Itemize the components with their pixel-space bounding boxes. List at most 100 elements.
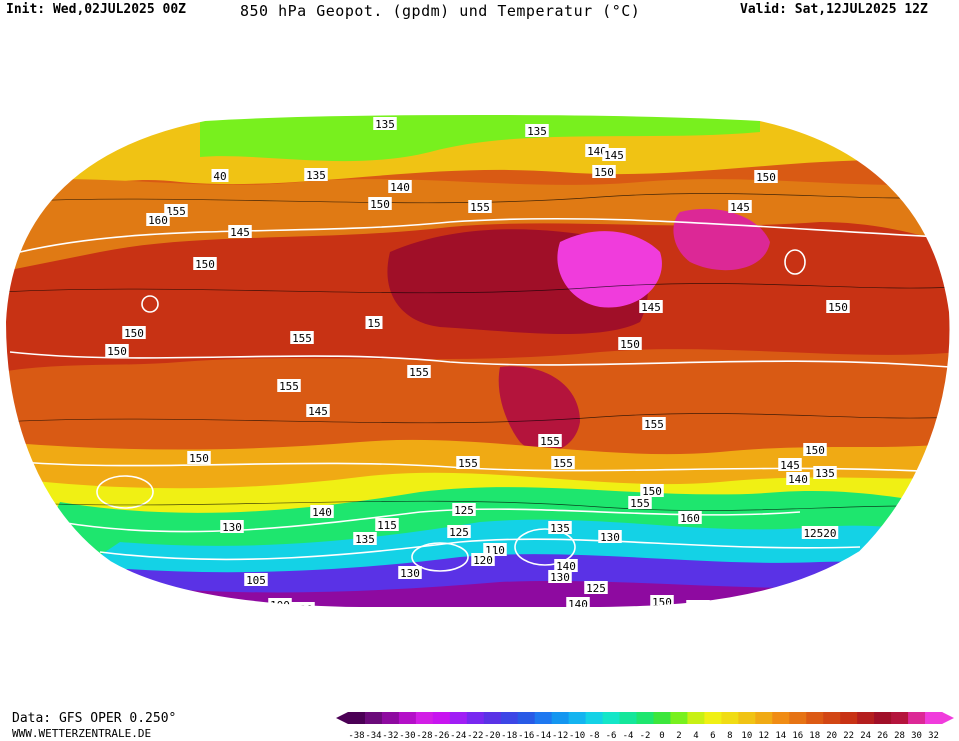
legend-swatch (874, 712, 892, 724)
globe-outline (3, 113, 952, 609)
contour-label-box (598, 530, 622, 543)
legend-tick-label: 8 (727, 731, 732, 741)
legend-tick-label: -8 (589, 731, 600, 741)
legend-tick-label: -14 (535, 731, 551, 741)
legend-swatch (585, 712, 604, 724)
contour-label-box (566, 597, 590, 608)
legend-swatch (381, 712, 400, 724)
website-credit: WWW.WETTERZENTRALE.DE (12, 727, 152, 740)
contour-label-box (193, 257, 217, 270)
contour-label: 155 (644, 418, 664, 431)
contour-label: 140 (556, 560, 576, 573)
legend-swatch (806, 712, 824, 724)
contour-label-box (456, 456, 480, 469)
legend-tick-label: -26 (433, 731, 449, 741)
contour-label: 150 (195, 258, 215, 271)
legend-tick-label: -6 (606, 731, 617, 741)
legend-tick-label: -28 (416, 731, 432, 741)
contour-label-box (754, 170, 778, 183)
contour-label-box (826, 300, 850, 313)
legend-swatch (891, 712, 909, 724)
legend-low-arrow (336, 712, 348, 724)
north-green-zone (200, 114, 760, 162)
contour-label-box (803, 443, 827, 456)
contour-label: 160 (148, 214, 168, 227)
legend-tick-label: -22 (467, 731, 483, 741)
contour-label-box (164, 204, 188, 217)
contour-label: 145 (780, 459, 800, 472)
contour-label-box (642, 417, 666, 430)
contour-label-box (538, 434, 562, 447)
legend-swatch (534, 712, 553, 724)
contour-label: 140 (788, 473, 808, 486)
contour-label-box (592, 165, 616, 178)
legend-swatch (840, 712, 858, 724)
contour-label: 135 (355, 533, 375, 546)
legend-swatch (568, 712, 587, 724)
contour-label: 15 (367, 317, 380, 330)
legend-tick-label: 12 (758, 731, 769, 741)
contour-label: 40 (213, 170, 226, 183)
contour-label: 155 (409, 366, 429, 379)
contour-label: 125 (449, 526, 469, 539)
contour-label-box (551, 456, 575, 469)
legend-swatch (823, 712, 841, 724)
legend-tick-label: 20 (826, 731, 837, 741)
contour-label: 12520 (803, 527, 836, 540)
legend-tick-label: 10 (741, 731, 752, 741)
contour-label-box (310, 505, 334, 518)
legend-tick-label: -38 (348, 731, 364, 741)
contour-label: 135 (306, 169, 326, 182)
contour-label: 145 (604, 149, 624, 162)
contour-label-box (801, 526, 839, 539)
contour-label: 150 (124, 327, 144, 340)
legend-swatch (721, 712, 739, 724)
legend-swatch (653, 712, 671, 724)
contour-label: 140 (587, 145, 607, 158)
legend-swatch (619, 712, 638, 724)
contour-label-box (452, 503, 476, 516)
legend-tick-label: -12 (552, 731, 568, 741)
contour-label-box (228, 225, 252, 238)
legend-tick-label: -32 (382, 731, 398, 741)
contour-label: 125 (586, 582, 606, 595)
legend-tick-label: 30 (911, 731, 922, 741)
contour-label-box (628, 496, 652, 509)
map-title: 850 hPa Geopot. (gpdm) und Temperatur (°… (240, 2, 641, 20)
legend-tick-label: -24 (450, 731, 466, 741)
contour-label-box (220, 520, 244, 533)
contour-label-box (639, 300, 663, 313)
contour-label: 150 (107, 345, 127, 358)
legend-tick-label: -18 (501, 731, 517, 741)
legend-tick-label: -10 (569, 731, 585, 741)
legend-swatch (398, 712, 417, 724)
legend-swatch (517, 712, 536, 724)
contour-label: 135 (815, 467, 835, 480)
contour-label: 105 (246, 574, 266, 587)
legend-swatch (687, 712, 705, 724)
legend-tick-label: 16 (792, 731, 803, 741)
legend-swatch (772, 712, 790, 724)
legend-tick-label: -20 (484, 731, 500, 741)
contour-label-box (268, 598, 292, 608)
legend-tick-label: -16 (518, 731, 534, 741)
contour-label-box (584, 581, 608, 594)
contour-label-box (122, 326, 146, 339)
contour-label-box (211, 169, 229, 182)
contour-label: 155 (630, 497, 650, 510)
temperature-isotherms (5, 193, 951, 511)
legend-swatch (908, 712, 926, 724)
legend-swatch (432, 712, 451, 724)
contour-label-box (548, 521, 572, 534)
contour-label-box (447, 525, 471, 538)
contour-label-box (244, 573, 268, 586)
legend-tick-label: 28 (894, 731, 905, 741)
contour-label: 155 (540, 435, 560, 448)
init-time: Init: Wed,02JUL2025 00Z (6, 2, 187, 17)
contour-label-box (468, 200, 492, 213)
contour-label: 120 (473, 554, 493, 567)
contour-label: 130 (400, 567, 420, 580)
legend-swatch (551, 712, 570, 724)
asia-heat-zone (673, 208, 770, 271)
legend-tick-label: -2 (640, 731, 651, 741)
